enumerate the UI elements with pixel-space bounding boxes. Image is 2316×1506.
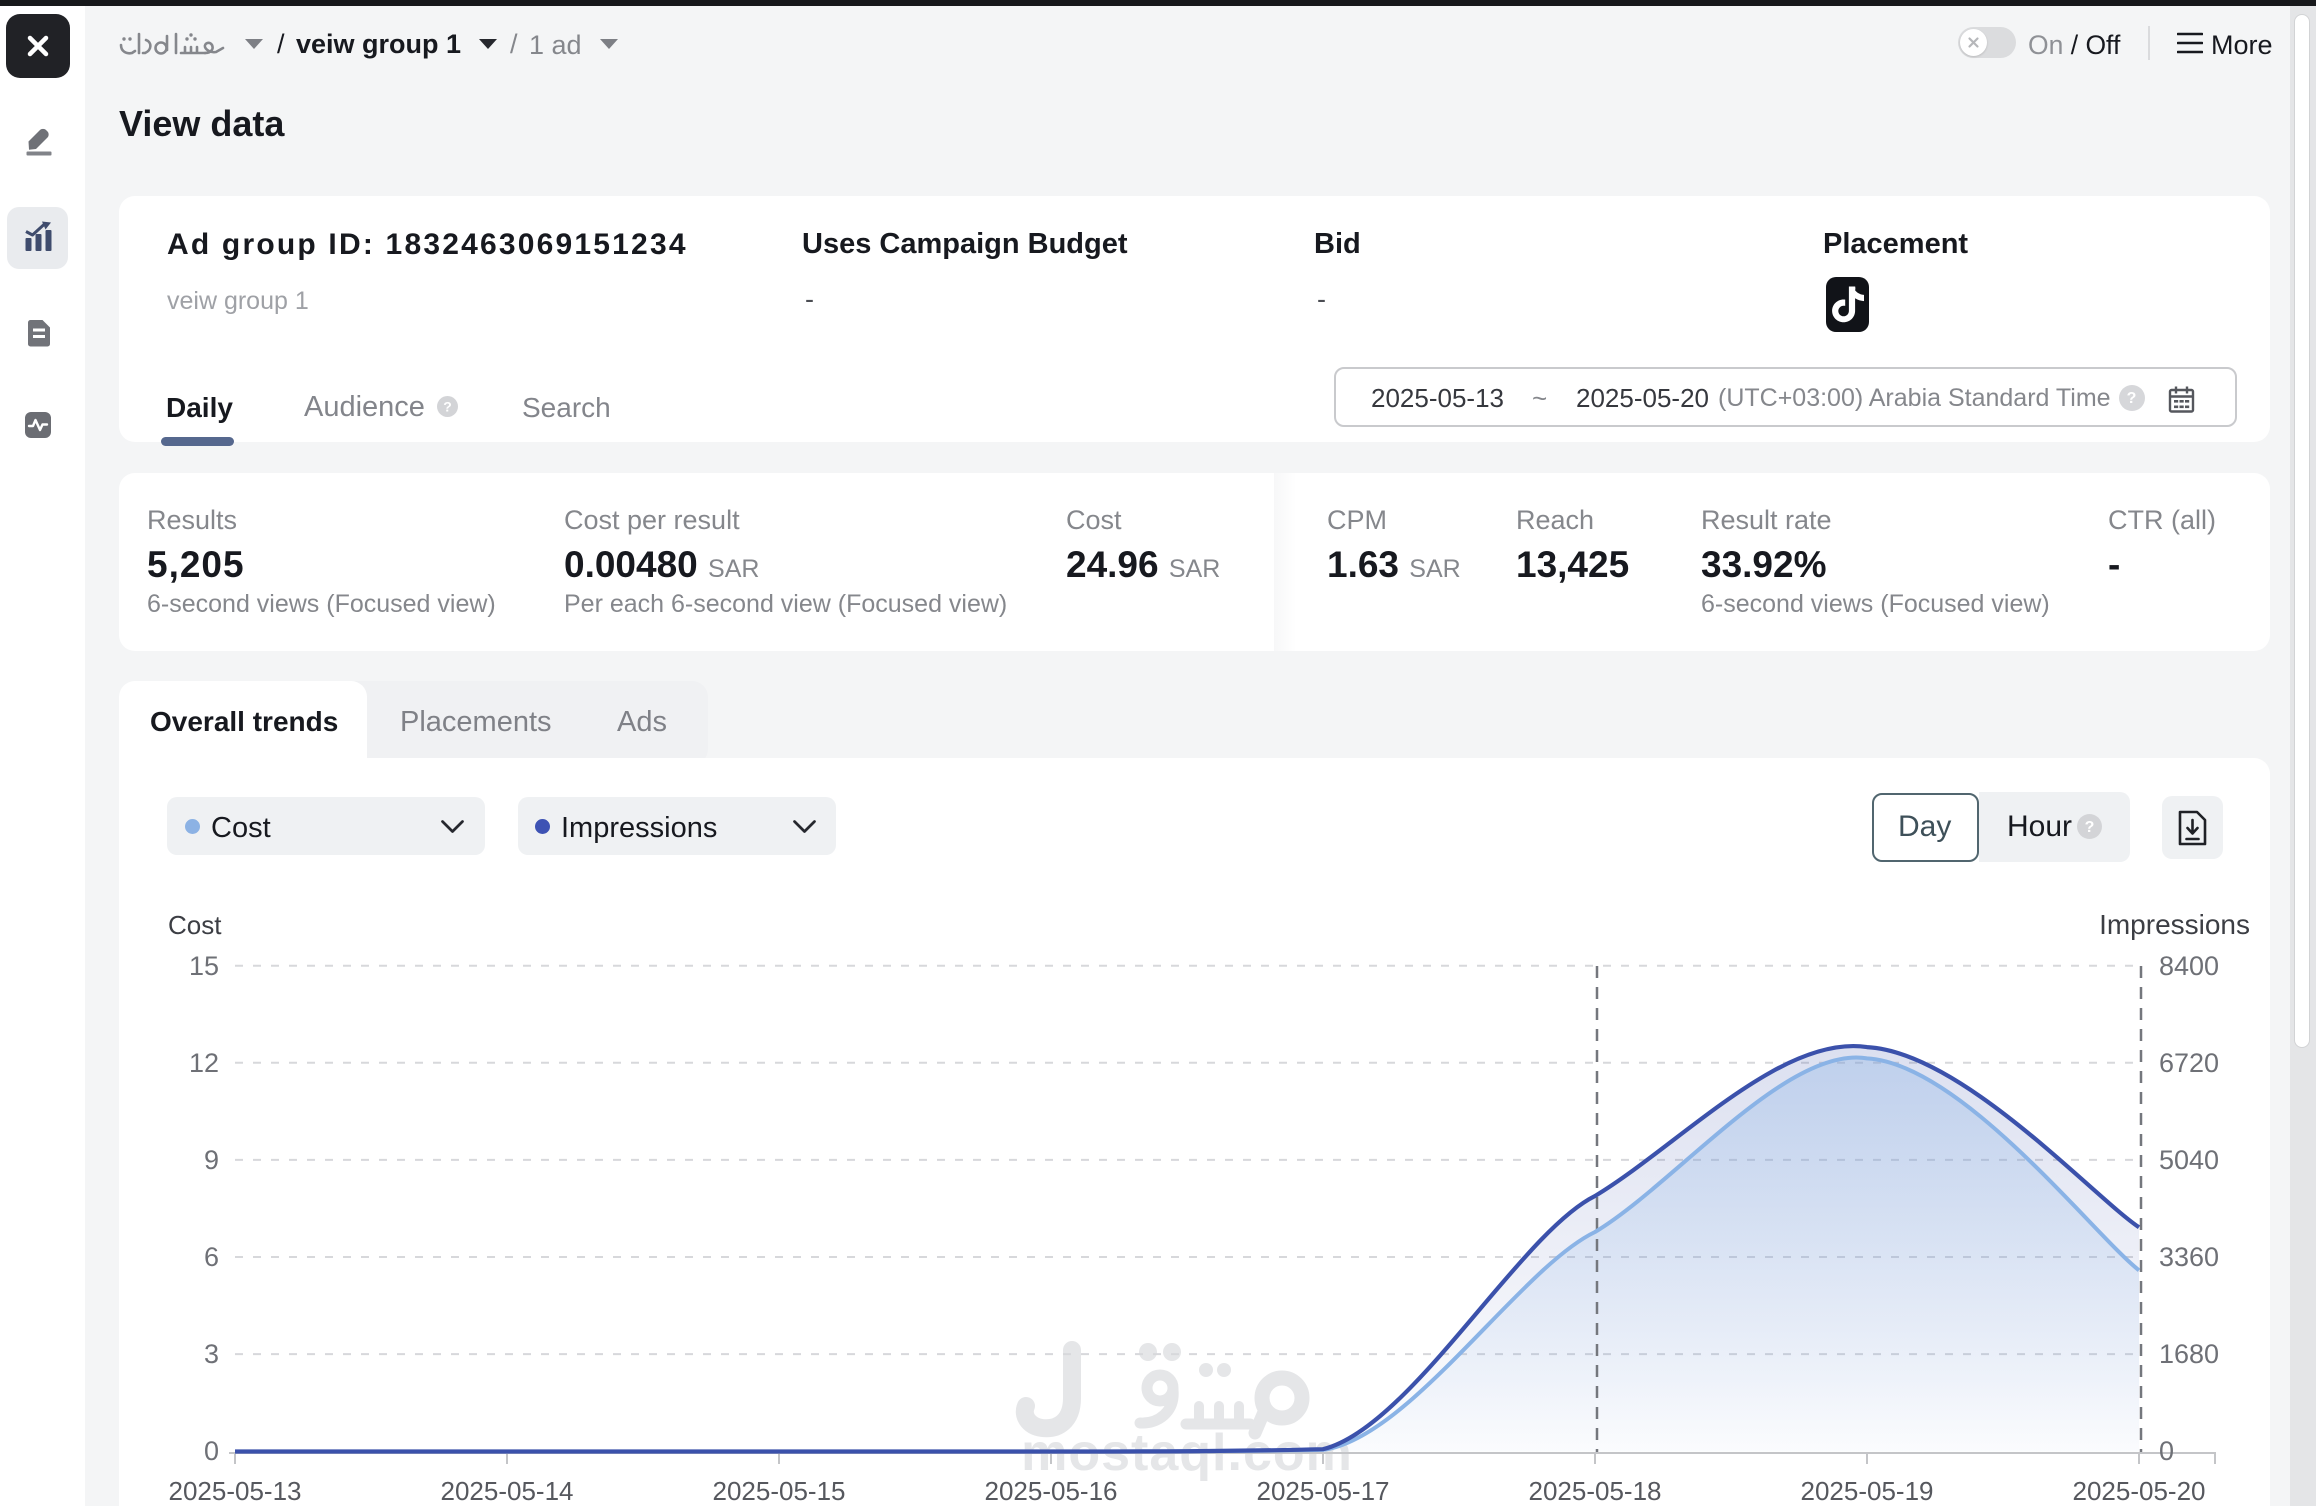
svg-text:?: ? <box>2127 390 2137 407</box>
svg-text:Impressions: Impressions <box>2099 909 2250 940</box>
svg-text:2025-05-17: 2025-05-17 <box>1257 1476 1390 1506</box>
svg-text:0: 0 <box>2159 1436 2174 1466</box>
svg-text:5040: 5040 <box>2159 1145 2219 1175</box>
svg-text:15: 15 <box>189 951 219 981</box>
svg-text:1680: 1680 <box>2159 1339 2219 1369</box>
svg-text:2025-05-13: 2025-05-13 <box>169 1476 302 1506</box>
svg-text:9: 9 <box>204 1145 219 1175</box>
svg-text:2025-05-14: 2025-05-14 <box>441 1476 574 1506</box>
svg-text:?: ? <box>2085 819 2095 836</box>
svg-text:Cost: Cost <box>168 910 222 940</box>
svg-text:2025-05-19: 2025-05-19 <box>1801 1476 1934 1506</box>
svg-text:2025-05-18: 2025-05-18 <box>1529 1476 1662 1506</box>
svg-text:6720: 6720 <box>2159 1048 2219 1078</box>
svg-text:2025-05-16: 2025-05-16 <box>985 1476 1118 1506</box>
svg-text:3360: 3360 <box>2159 1242 2219 1272</box>
svg-text:0: 0 <box>204 1436 219 1466</box>
svg-text:2025-05-20: 2025-05-20 <box>2073 1476 2206 1506</box>
svg-text:6: 6 <box>204 1242 219 1272</box>
svg-text:3: 3 <box>204 1339 219 1369</box>
svg-text:2025-05-15: 2025-05-15 <box>713 1476 846 1506</box>
svg-text:12: 12 <box>189 1048 219 1078</box>
svg-text:?: ? <box>443 399 452 415</box>
svg-text:8400: 8400 <box>2159 951 2219 981</box>
